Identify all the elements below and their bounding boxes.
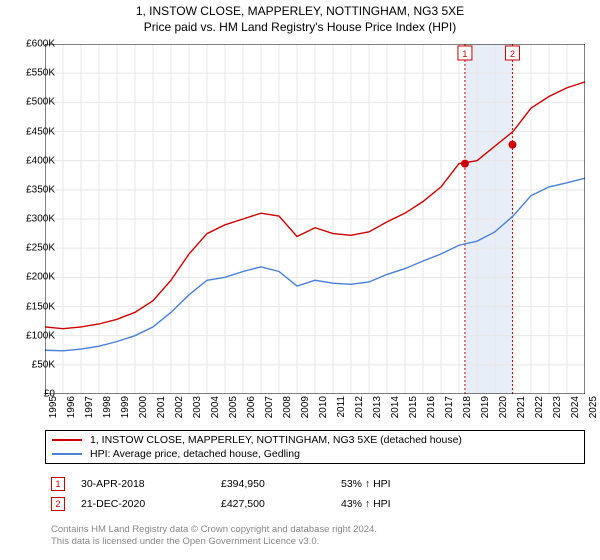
x-axis-tick-label: 2004 (210, 396, 221, 426)
x-axis-tick-label: 2009 (300, 396, 311, 426)
x-axis-tick-label: 2013 (372, 396, 383, 426)
x-axis-tick-label: 2015 (408, 396, 419, 426)
x-axis-tick-label: 2020 (498, 396, 509, 426)
svg-text:2: 2 (510, 49, 515, 59)
y-axis-tick-label: £250K (5, 243, 55, 254)
x-axis-tick-label: 1997 (84, 396, 95, 426)
transaction-price: £427,500 (221, 498, 341, 510)
x-axis-tick-label: 1996 (66, 396, 77, 426)
y-axis-tick-label: £500K (5, 97, 55, 108)
legend-label: 1, INSTOW CLOSE, MAPPERLEY, NOTTINGHAM, … (90, 434, 462, 446)
x-axis-tick-label: 2003 (192, 396, 203, 426)
transaction-date: 30-APR-2018 (81, 478, 221, 490)
svg-text:1: 1 (462, 49, 467, 59)
x-axis-tick-label: 2023 (552, 396, 563, 426)
transaction-price: £394,950 (221, 478, 341, 490)
chart-subtitle: Price paid vs. HM Land Registry's House … (0, 18, 600, 34)
footer-attribution: Contains HM Land Registry data © Crown c… (45, 520, 597, 549)
chart-plot-area: 12 (45, 44, 585, 394)
legend-item: HPI: Average price, detached house, Gedl… (52, 447, 578, 461)
transaction-table: 1 30-APR-2018 £394,950 53% ↑ HPI 2 21-DE… (45, 474, 585, 514)
x-axis-tick-label: 2002 (174, 396, 185, 426)
y-axis-tick-label: £400K (5, 155, 55, 166)
x-axis-tick-label: 2014 (390, 396, 401, 426)
line-chart-svg: 12 (45, 44, 585, 394)
x-axis-tick-label: 2000 (138, 396, 149, 426)
x-axis-tick-label: 2016 (426, 396, 437, 426)
x-axis-tick-label: 1998 (102, 396, 113, 426)
legend-label: HPI: Average price, detached house, Gedl… (90, 448, 300, 460)
transaction-diff: 53% ↑ HPI (341, 478, 461, 490)
legend-item: 1, INSTOW CLOSE, MAPPERLEY, NOTTINGHAM, … (52, 433, 578, 447)
y-axis-tick-label: £100K (5, 330, 55, 341)
x-axis-tick-label: 2011 (336, 396, 347, 426)
footer-line: This data is licensed under the Open Gov… (51, 536, 591, 548)
marker-1-icon: 1 (51, 477, 65, 491)
x-axis-tick-label: 2025 (588, 396, 599, 426)
legend-swatch (52, 453, 82, 455)
x-axis-tick-label: 2012 (354, 396, 365, 426)
x-axis-tick-label: 2018 (462, 396, 473, 426)
x-axis-tick-label: 2008 (282, 396, 293, 426)
x-axis-tick-label: 2006 (246, 396, 257, 426)
x-axis-tick-label: 2024 (570, 396, 581, 426)
x-axis-tick-label: 2019 (480, 396, 491, 426)
x-axis-tick-label: 1999 (120, 396, 131, 426)
x-axis-tick-label: 2022 (534, 396, 545, 426)
transaction-date: 21-DEC-2020 (81, 498, 221, 510)
footer-line: Contains HM Land Registry data © Crown c… (51, 524, 591, 536)
y-axis-tick-label: £350K (5, 184, 55, 195)
x-axis-tick-label: 2001 (156, 396, 167, 426)
y-axis-tick-label: £600K (5, 39, 55, 50)
transaction-diff: 43% ↑ HPI (341, 498, 461, 510)
y-axis-tick-label: £200K (5, 272, 55, 283)
y-axis-tick-label: £50K (5, 359, 55, 370)
x-axis-tick-label: 2007 (264, 396, 275, 426)
transaction-row: 1 30-APR-2018 £394,950 53% ↑ HPI (45, 474, 585, 494)
x-axis-tick-label: 1995 (48, 396, 59, 426)
legend-swatch (52, 439, 82, 441)
transaction-row: 2 21-DEC-2020 £427,500 43% ↑ HPI (45, 494, 585, 514)
marker-2-icon: 2 (51, 497, 65, 511)
y-axis-tick-label: £450K (5, 126, 55, 137)
x-axis-tick-label: 2010 (318, 396, 329, 426)
x-axis-tick-label: 2021 (516, 396, 527, 426)
x-axis-tick-label: 2005 (228, 396, 239, 426)
x-axis-tick-label: 2017 (444, 396, 455, 426)
y-axis-tick-label: £550K (5, 68, 55, 79)
y-axis-tick-label: £300K (5, 214, 55, 225)
y-axis-tick-label: £150K (5, 301, 55, 312)
chart-title: 1, INSTOW CLOSE, MAPPERLEY, NOTTINGHAM, … (0, 0, 600, 18)
legend: 1, INSTOW CLOSE, MAPPERLEY, NOTTINGHAM, … (45, 430, 585, 464)
